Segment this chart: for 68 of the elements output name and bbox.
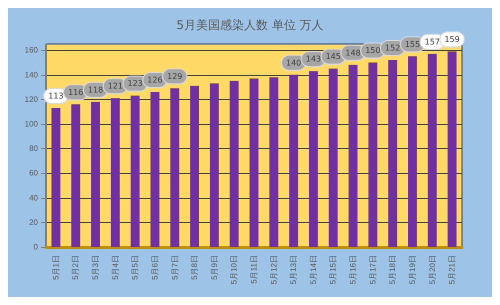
bar [150, 92, 160, 247]
bar [448, 51, 457, 247]
bar [368, 62, 378, 247]
x-tick-label: 5月20日 [428, 255, 437, 284]
bar [250, 78, 258, 247]
x-tick-label: 5月2日 [71, 255, 80, 280]
x-tick-label: 5月7日 [170, 255, 180, 280]
data-label: 121 [108, 82, 123, 91]
bar [230, 80, 239, 247]
data-label: 116 [68, 88, 84, 97]
x-tick-label: 5月13日 [289, 255, 298, 284]
data-label: 152 [385, 43, 400, 52]
bar [91, 102, 100, 247]
bar [190, 86, 200, 247]
data-label: 113 [48, 91, 64, 100]
bar [348, 64, 358, 247]
y-tick-label: 0 [34, 242, 39, 252]
data-label: 126 [147, 75, 163, 84]
x-tick-label: 5月5日 [130, 255, 140, 280]
data-label: 159 [444, 34, 460, 44]
x-tick-label: 5月4日 [110, 255, 120, 280]
data-label: 157 [424, 37, 440, 46]
bar [71, 104, 80, 247]
bar [328, 68, 338, 247]
x-tick-label: 5月9日 [210, 255, 219, 280]
x-tick-label: 5月17日 [368, 255, 378, 284]
bar [170, 88, 180, 247]
bar [269, 77, 278, 247]
bar [210, 83, 219, 247]
x-tick-label: 5月6日 [150, 255, 160, 280]
y-tick-label: 40 [29, 193, 39, 202]
bar [51, 108, 60, 247]
bar [428, 54, 437, 247]
data-label: 155 [404, 40, 420, 49]
bar [308, 71, 318, 247]
bar [408, 56, 417, 247]
x-tick-label: 5月18日 [388, 255, 398, 284]
data-label: 145 [326, 52, 341, 62]
x-tick-label: 5月14日 [308, 255, 318, 284]
x-tick-label: 5月15日 [328, 255, 338, 284]
y-tick-label: 160 [24, 46, 39, 55]
x-tick-label: 5月10日 [230, 255, 239, 284]
y-tick-label: 140 [24, 70, 39, 80]
bar [388, 60, 398, 247]
x-tick-label: 5月19日 [408, 255, 417, 284]
data-label: 143 [306, 54, 322, 64]
data-label: 140 [286, 58, 302, 68]
bar [130, 96, 140, 247]
bar [110, 98, 120, 247]
y-tick-label: 120 [24, 94, 39, 104]
y-tick-label: 80 [29, 144, 39, 154]
y-tick-label: 20 [29, 218, 39, 227]
x-tick-label: 5月8日 [190, 255, 200, 280]
chart-title: 5月美国感染人数 单位 万人 [176, 18, 324, 32]
bar [289, 74, 298, 247]
y-tick-label: 60 [29, 168, 39, 178]
x-tick-label: 5月1日 [51, 255, 60, 280]
data-label: 118 [88, 85, 104, 94]
data-label: 148 [345, 48, 361, 58]
x-tick-label: 5月16日 [348, 255, 358, 284]
x-tick-label: 5月12日 [269, 255, 278, 284]
data-label: 123 [128, 79, 143, 88]
x-tick-label: 5月3日 [91, 255, 100, 280]
x-tick-label: 5月11日 [250, 255, 258, 284]
data-label: 150 [365, 46, 380, 55]
x-tick-label: 5月21日 [448, 255, 457, 284]
data-label: 129 [167, 72, 182, 81]
y-tick-label: 100 [24, 119, 39, 128]
